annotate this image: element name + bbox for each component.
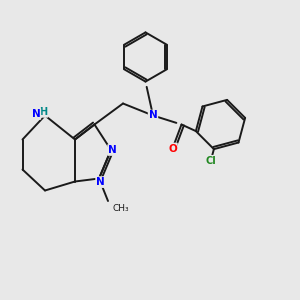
Text: N: N bbox=[148, 110, 158, 121]
Text: N: N bbox=[32, 109, 40, 119]
Text: Cl: Cl bbox=[206, 156, 216, 166]
Text: N: N bbox=[96, 177, 105, 187]
Text: N: N bbox=[108, 145, 117, 155]
Text: H: H bbox=[39, 107, 48, 117]
Text: O: O bbox=[168, 143, 177, 154]
Text: CH₃: CH₃ bbox=[112, 204, 129, 213]
